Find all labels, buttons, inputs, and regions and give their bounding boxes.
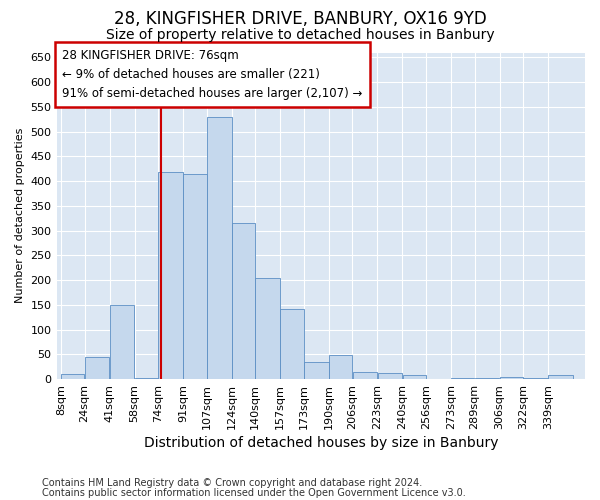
Bar — [500, 376, 523, 379]
Bar — [61, 374, 85, 379]
Bar — [183, 174, 206, 379]
Bar — [353, 372, 377, 379]
Text: Contains public sector information licensed under the Open Government Licence v3: Contains public sector information licen… — [42, 488, 466, 498]
Bar — [232, 223, 255, 379]
Bar — [475, 378, 499, 379]
Text: 28, KINGFISHER DRIVE, BANBURY, OX16 9YD: 28, KINGFISHER DRIVE, BANBURY, OX16 9YD — [113, 10, 487, 28]
Bar — [377, 372, 403, 379]
Bar — [304, 362, 329, 379]
Bar — [85, 357, 109, 379]
Text: Contains HM Land Registry data © Crown copyright and database right 2024.: Contains HM Land Registry data © Crown c… — [42, 478, 422, 488]
Bar — [403, 375, 426, 379]
Text: 28 KINGFISHER DRIVE: 76sqm
← 9% of detached houses are smaller (221)
91% of semi: 28 KINGFISHER DRIVE: 76sqm ← 9% of detac… — [62, 50, 363, 100]
Bar — [158, 172, 183, 379]
Bar — [110, 305, 134, 379]
Bar — [523, 378, 548, 379]
X-axis label: Distribution of detached houses by size in Banbury: Distribution of detached houses by size … — [143, 436, 498, 450]
Bar — [134, 378, 158, 379]
Bar — [451, 378, 475, 379]
Bar — [207, 117, 232, 379]
Bar — [280, 309, 304, 379]
Text: Size of property relative to detached houses in Banbury: Size of property relative to detached ho… — [106, 28, 494, 42]
Bar — [256, 278, 280, 379]
Bar — [548, 375, 573, 379]
Y-axis label: Number of detached properties: Number of detached properties — [15, 128, 25, 304]
Bar — [329, 356, 352, 379]
